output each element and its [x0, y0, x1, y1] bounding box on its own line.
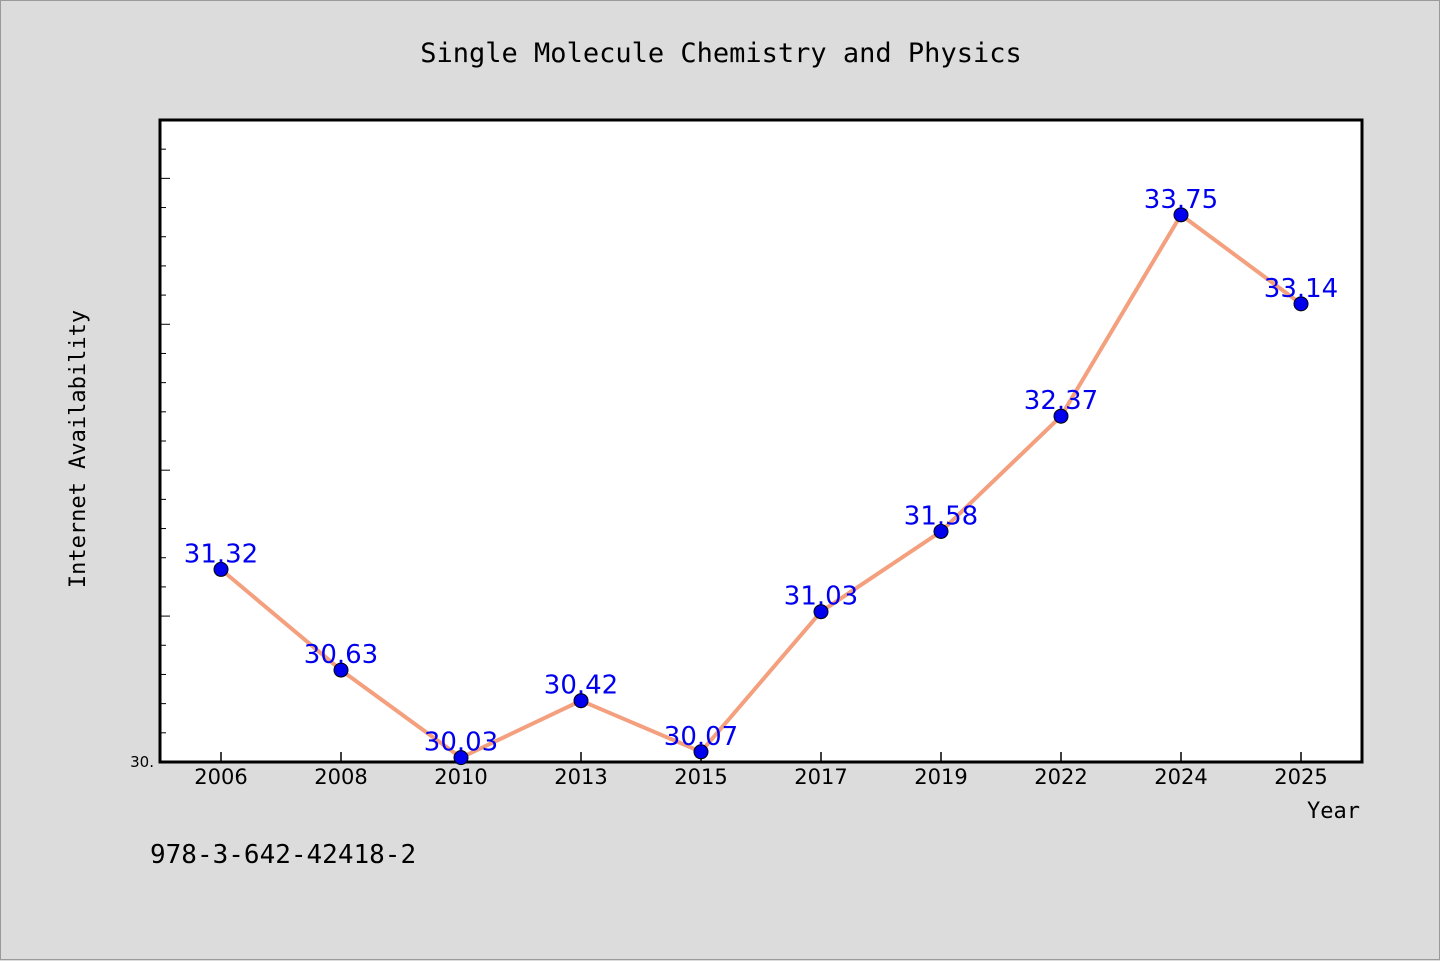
- data-label: 30.07: [664, 722, 738, 752]
- data-point: [813, 604, 829, 620]
- data-point: [933, 523, 949, 539]
- chart-title: Single Molecule Chemistry and Physics: [420, 38, 1021, 69]
- data-point: [1293, 296, 1309, 312]
- data-point: [213, 561, 229, 577]
- data-label: 31.03: [784, 582, 858, 612]
- x-tick-labels: 2006 2008 2010 2013 2015 2017 2019 2022 2024 2025: [194, 765, 1327, 789]
- data-label: 33.14: [1264, 274, 1338, 304]
- x-tick-label: 2008: [314, 765, 367, 789]
- data-point: [1053, 408, 1069, 424]
- x-tick-label: 2015: [674, 765, 727, 789]
- x-axis-label: Year: [1307, 799, 1360, 824]
- y-axis-label: Internet Availability: [66, 310, 91, 588]
- footer-text: 978-3-642-42418-2: [150, 840, 416, 870]
- x-tick-label: 2013: [554, 765, 607, 789]
- x-tick-label: 2010: [434, 765, 487, 789]
- data-label: 33.75: [1144, 185, 1218, 215]
- series-layer: 31.32 30.63 30.03 30.42 30.07 31.03 31.58 32.37…: [184, 185, 1338, 766]
- data-label: 30.03: [424, 728, 498, 758]
- x-tick-label: 2019: [914, 765, 967, 789]
- data-label: 31.58: [904, 501, 978, 531]
- data-label: 31.32: [184, 539, 258, 569]
- plot-area: [158, 118, 1364, 764]
- y-tick-label: 30.: [130, 753, 154, 771]
- data-label: 30.63: [304, 640, 378, 670]
- data-point: [333, 662, 349, 678]
- y-axis-ticks: [160, 148, 170, 763]
- series-line: [219, 212, 1303, 760]
- data-point: [693, 744, 709, 760]
- data-label: 30.42: [544, 671, 618, 701]
- x-tick-label: 2024: [1154, 765, 1207, 789]
- data-point: [1173, 207, 1189, 223]
- x-tick-label: 2006: [194, 765, 247, 789]
- data-point: [453, 750, 469, 766]
- data-point: [573, 693, 589, 709]
- x-tick-label: 2025: [1274, 765, 1327, 789]
- x-tick-label: 2022: [1034, 765, 1087, 789]
- data-label: 32.37: [1024, 386, 1098, 416]
- x-tick-label: 2017: [794, 765, 847, 789]
